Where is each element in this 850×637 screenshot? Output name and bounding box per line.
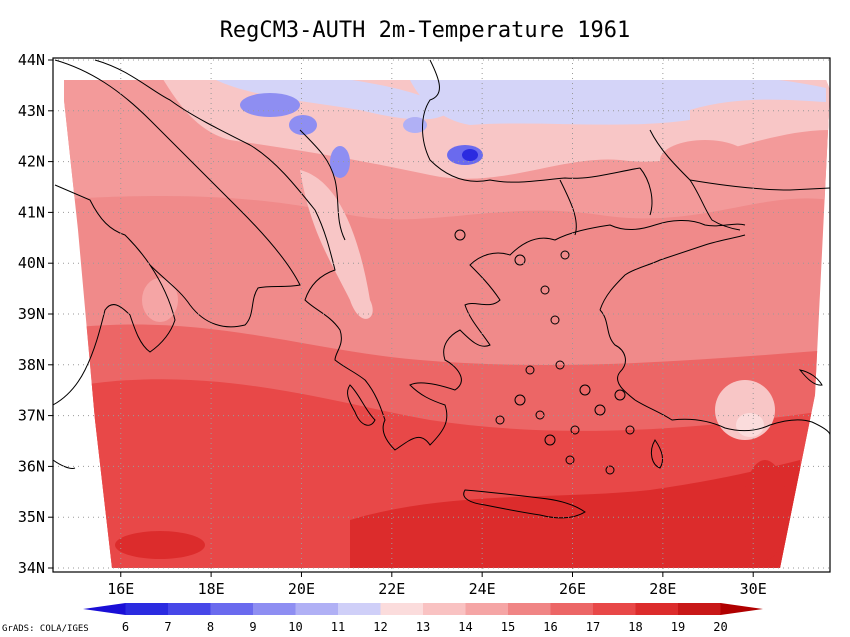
coastlines [53, 59, 830, 519]
colorbar-swatch [295, 603, 339, 615]
lat-label: 38N [18, 356, 45, 374]
colorbar-swatch [83, 603, 126, 615]
colorbar-swatch [210, 603, 254, 615]
colorbar-label: 20 [713, 620, 727, 634]
colorbar-label: 11 [331, 620, 345, 634]
colorbar-swatch [508, 603, 551, 615]
colorbar-label: 17 [586, 620, 600, 634]
colorbar-label: 14 [458, 620, 472, 634]
colorbar: 6 7 8 9 10 11 12 13 14 15 16 17 18 19 20 [83, 603, 763, 634]
lat-label: 41N [18, 203, 45, 221]
map-title: RegCM3-AUTH 2m-Temperature 1961 [219, 18, 631, 43]
colorbar-swatch [253, 603, 296, 615]
colorbar-label: 13 [416, 620, 430, 634]
colorbar-swatch [168, 603, 211, 615]
colorbar-label: 6 [122, 620, 129, 634]
colorbar-swatch [380, 603, 424, 615]
lat-label: 39N [18, 305, 45, 323]
lon-label: 20E [288, 580, 315, 598]
colorbar-label: 8 [207, 620, 214, 634]
colorbar-label: 19 [671, 620, 685, 634]
colorbar-swatch [550, 603, 594, 615]
lon-label: 16E [107, 580, 134, 598]
lon-label: 30E [740, 580, 767, 598]
colorbar-label: 12 [373, 620, 387, 634]
colorbar-swatch [465, 603, 509, 615]
lat-label: 34N [18, 559, 45, 577]
latitude-axis: 44N 43N 42N 41N 40N 39N 38N 37N 36N 35N 34N [18, 51, 53, 577]
lon-label: 24E [469, 580, 496, 598]
colorbar-label: 10 [288, 620, 302, 634]
gridlines [53, 58, 830, 572]
colorbar-label: 16 [543, 620, 557, 634]
longitude-axis: 16E 18E 20E 22E 24E 26E 28E 30E [107, 572, 767, 598]
lat-label: 35N [18, 508, 45, 526]
temperature-field [64, 80, 830, 568]
lon-label: 26E [559, 580, 586, 598]
colorbar-swatch [678, 603, 721, 615]
colorbar-label: 18 [628, 620, 642, 634]
lon-label: 18E [198, 580, 225, 598]
colorbar-swatch [125, 603, 169, 615]
lat-label: 37N [18, 407, 45, 425]
lat-label: 40N [18, 254, 45, 272]
grads-credit: GrADS: COLA/IGES [2, 624, 89, 634]
colorbar-label: 9 [249, 620, 256, 634]
map-frame [52, 57, 831, 573]
lat-label: 36N [18, 457, 45, 475]
colorbar-label: 7 [164, 620, 171, 634]
lat-label: 42N [18, 153, 45, 171]
colorbar-swatch [593, 603, 636, 615]
lat-label: 43N [18, 102, 45, 120]
colorbar-label: 15 [501, 620, 515, 634]
colorbar-swatch [423, 603, 466, 615]
lon-label: 28E [649, 580, 676, 598]
colorbar-swatch [338, 603, 381, 615]
lon-label: 22E [378, 580, 405, 598]
colorbar-swatch [720, 603, 763, 615]
lat-label: 44N [18, 51, 45, 69]
colorbar-swatch [635, 603, 679, 615]
